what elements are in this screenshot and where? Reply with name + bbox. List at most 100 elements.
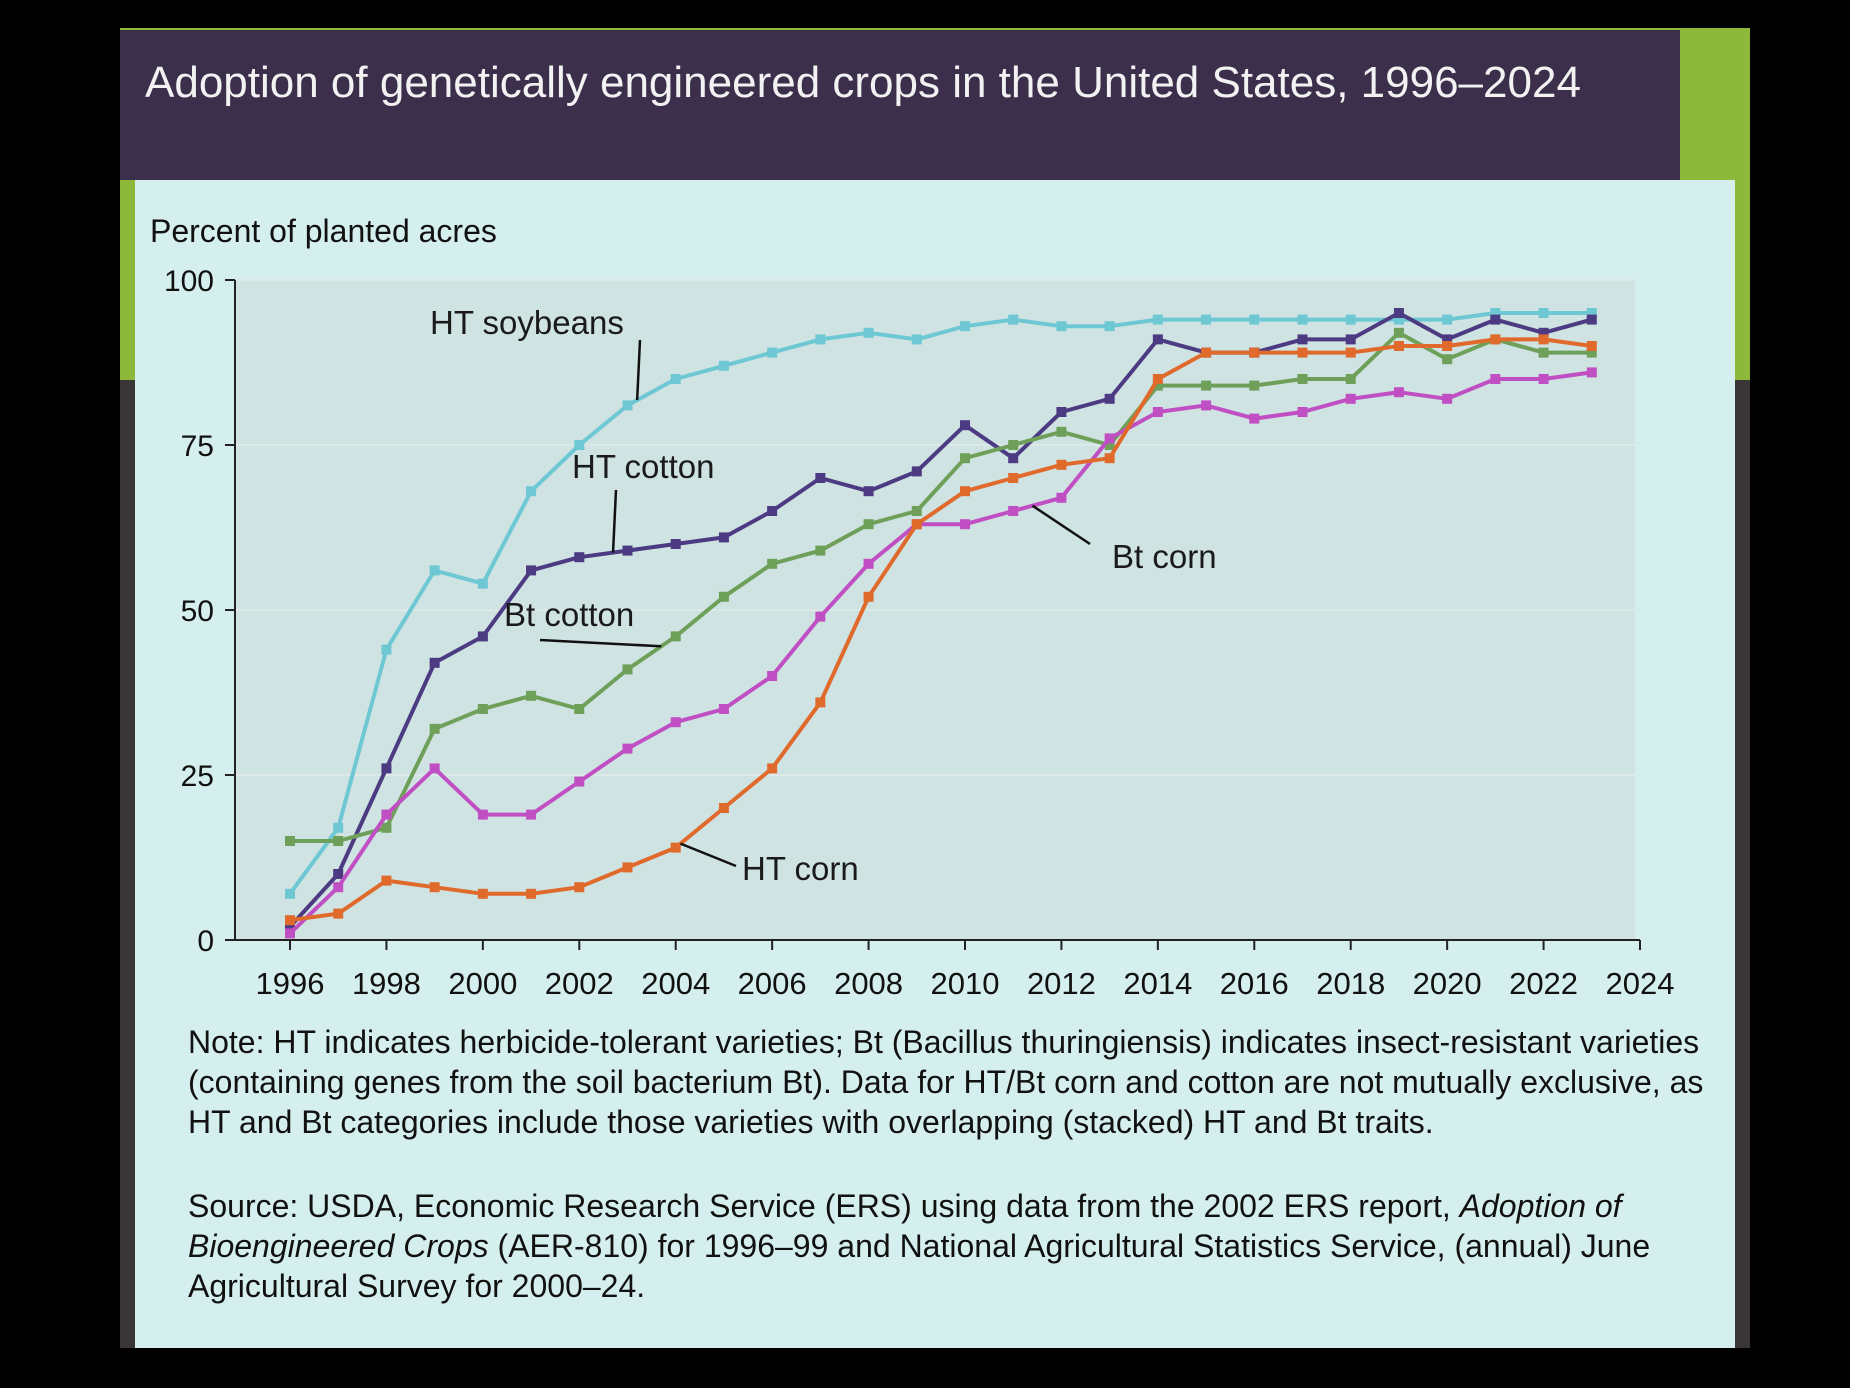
x-tick-label: 2002 bbox=[545, 966, 614, 1001]
data-point bbox=[477, 704, 488, 714]
data-point bbox=[960, 519, 970, 530]
data-point bbox=[1297, 347, 1308, 358]
data-point bbox=[1297, 334, 1308, 345]
data-point bbox=[718, 704, 729, 714]
data-point bbox=[1201, 314, 1212, 325]
x-tick-label: 2016 bbox=[1220, 966, 1289, 1001]
data-point bbox=[1538, 347, 1549, 358]
data-point bbox=[477, 809, 488, 820]
x-tick-label: 2012 bbox=[1027, 966, 1096, 1001]
data-point bbox=[381, 809, 392, 820]
data-point bbox=[333, 869, 344, 879]
data-point bbox=[863, 486, 874, 497]
data-point bbox=[1152, 334, 1163, 345]
data-point bbox=[670, 842, 681, 853]
data-point bbox=[526, 809, 537, 820]
source-report-title: Adoption of Bioengineered Crops bbox=[188, 1188, 1622, 1264]
data-point bbox=[1345, 393, 1356, 404]
data-point bbox=[622, 743, 633, 754]
data-point bbox=[285, 915, 295, 926]
data-point bbox=[1152, 314, 1163, 325]
x-tick-label: 1998 bbox=[352, 966, 421, 1001]
data-point bbox=[1442, 393, 1453, 404]
y-tick-label: 25 bbox=[181, 760, 214, 793]
data-point bbox=[960, 453, 970, 464]
y-tick-label: 50 bbox=[181, 595, 214, 628]
data-point bbox=[1586, 308, 1597, 318]
data-point bbox=[1201, 400, 1212, 411]
data-point bbox=[767, 506, 778, 516]
data-point bbox=[1586, 347, 1597, 358]
series-label: Bt corn bbox=[1112, 538, 1217, 575]
data-point bbox=[1393, 327, 1404, 338]
x-tick-label: 2020 bbox=[1413, 966, 1482, 1001]
data-point bbox=[1490, 314, 1501, 325]
series-label: HT corn bbox=[742, 850, 859, 887]
source-suffix: (AER-810) for 1996–99 and National Agric… bbox=[188, 1228, 1651, 1304]
series-label-leader bbox=[635, 339, 642, 401]
data-point bbox=[911, 466, 922, 477]
y-tick-label: 0 bbox=[197, 925, 214, 958]
data-point bbox=[1345, 347, 1356, 358]
data-point bbox=[622, 400, 633, 411]
title-bar bbox=[120, 30, 1680, 180]
data-point bbox=[1056, 321, 1067, 332]
data-point bbox=[1249, 314, 1260, 325]
data-point bbox=[960, 486, 970, 497]
data-point bbox=[863, 327, 874, 338]
data-point bbox=[1538, 308, 1549, 318]
series-line bbox=[288, 311, 1592, 895]
data-point bbox=[574, 440, 585, 450]
data-point bbox=[960, 321, 970, 332]
data-point bbox=[1538, 374, 1549, 384]
data-point bbox=[333, 882, 344, 893]
series-label-leader bbox=[611, 489, 618, 553]
x-tick-label: 2006 bbox=[738, 966, 807, 1001]
data-point bbox=[718, 803, 729, 813]
series bbox=[285, 308, 1597, 939]
data-point bbox=[333, 908, 344, 919]
data-point bbox=[767, 671, 778, 681]
data-point bbox=[1008, 453, 1019, 464]
data-point bbox=[1297, 374, 1308, 384]
data-point bbox=[1104, 321, 1115, 332]
data-point bbox=[1393, 308, 1404, 318]
data-point bbox=[960, 420, 970, 431]
data-point bbox=[767, 763, 778, 774]
data-point bbox=[381, 763, 392, 774]
y-axis-label: Percent of planted acres bbox=[150, 213, 497, 249]
data-point bbox=[526, 486, 537, 497]
data-point bbox=[1297, 407, 1308, 417]
series-line bbox=[289, 337, 1593, 923]
data-point bbox=[429, 763, 440, 774]
data-point bbox=[815, 473, 826, 483]
grid-lines bbox=[236, 279, 1635, 776]
data-point bbox=[1442, 314, 1453, 325]
data-point bbox=[1586, 367, 1597, 378]
data-point bbox=[1538, 334, 1549, 345]
x-tick-label: 2018 bbox=[1316, 966, 1385, 1001]
data-point bbox=[429, 723, 440, 734]
data-point bbox=[1297, 314, 1308, 325]
data-point bbox=[1152, 407, 1163, 417]
data-point bbox=[1104, 440, 1115, 450]
data-point bbox=[863, 591, 874, 602]
data-point bbox=[670, 374, 681, 384]
data-point bbox=[622, 545, 633, 556]
data-point bbox=[1056, 407, 1067, 417]
data-point bbox=[815, 611, 826, 622]
data-point bbox=[429, 565, 440, 576]
x-tick-label: 1996 bbox=[256, 966, 325, 1001]
data-point bbox=[1393, 314, 1404, 325]
data-point bbox=[381, 822, 392, 833]
data-point bbox=[285, 888, 295, 899]
data-point bbox=[526, 565, 537, 576]
data-point bbox=[622, 862, 633, 873]
data-point bbox=[285, 921, 295, 932]
data-point bbox=[1345, 334, 1356, 345]
data-point bbox=[526, 690, 537, 701]
data-point bbox=[1104, 393, 1115, 404]
series-label-leader bbox=[680, 842, 737, 868]
x-tick-label: 2004 bbox=[641, 966, 710, 1001]
data-point bbox=[1249, 347, 1260, 358]
